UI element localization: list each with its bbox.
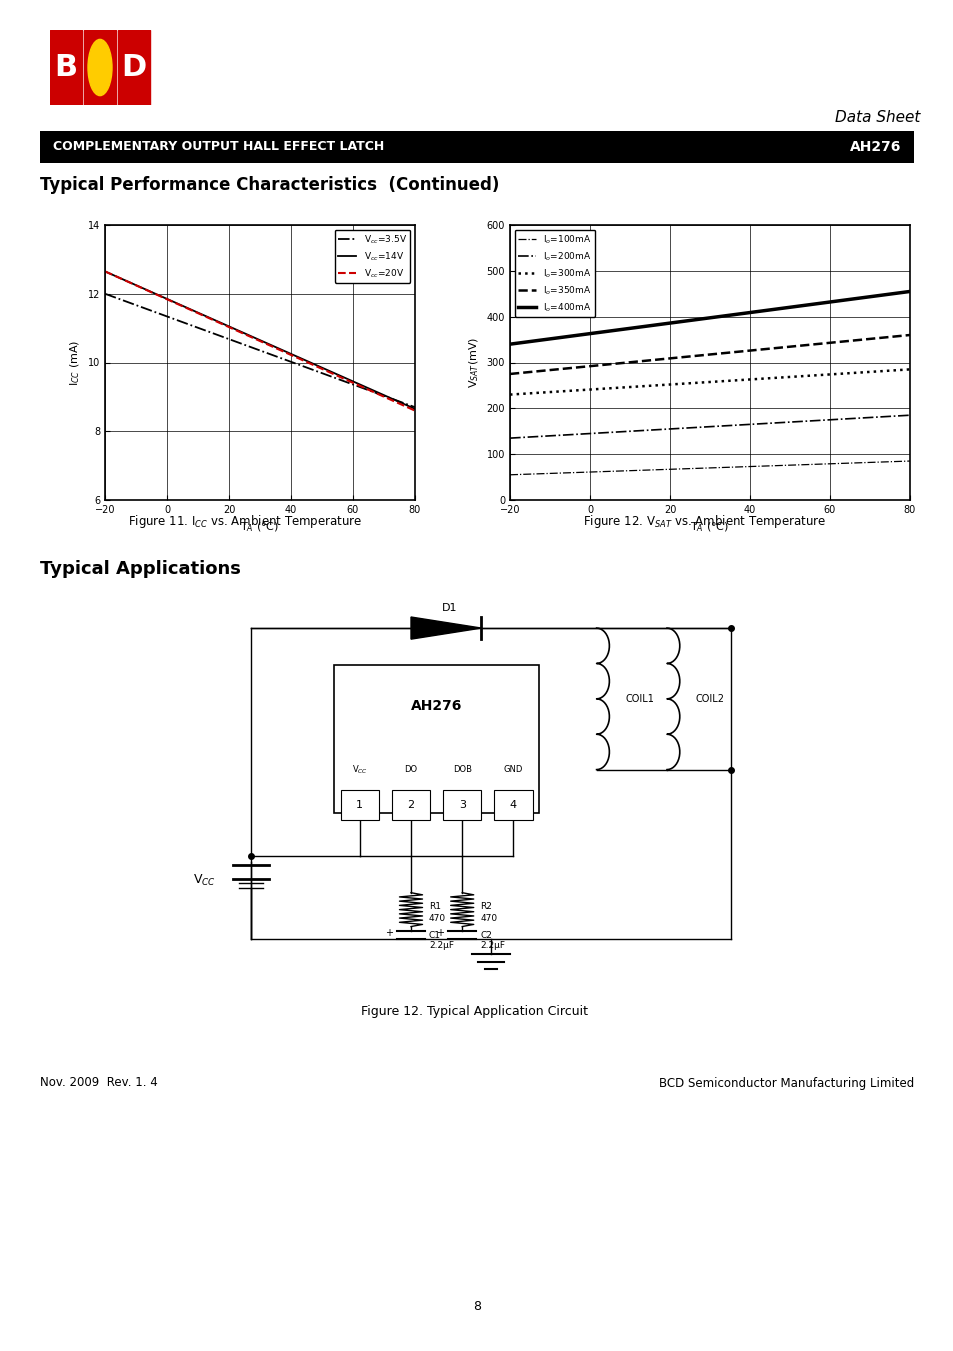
Text: D1: D1 bbox=[441, 603, 456, 613]
Text: Nov. 2009  Rev. 1. 4: Nov. 2009 Rev. 1. 4 bbox=[40, 1077, 157, 1089]
X-axis label: T$_A$ (°C): T$_A$ (°C) bbox=[240, 520, 279, 534]
Text: +: + bbox=[436, 928, 444, 938]
Bar bbox=[50, 30, 82, 105]
Text: Figure 12. V$_{SAT}$ vs. Ambient Temperature: Figure 12. V$_{SAT}$ vs. Ambient Tempera… bbox=[583, 512, 825, 530]
Text: AH276: AH276 bbox=[411, 700, 462, 713]
Text: +: + bbox=[385, 928, 393, 938]
FancyBboxPatch shape bbox=[442, 790, 481, 820]
Y-axis label: I$_{CC}$ (mA): I$_{CC}$ (mA) bbox=[69, 339, 82, 385]
Bar bbox=[84, 30, 116, 105]
Text: 3: 3 bbox=[458, 800, 465, 809]
Ellipse shape bbox=[88, 39, 112, 96]
Text: 2.2μF: 2.2μF bbox=[429, 940, 454, 950]
Text: DOB: DOB bbox=[453, 765, 471, 774]
Legend: V$_{cc}$=3.5V, V$_{cc}$=14V, V$_{cc}$=20V: V$_{cc}$=3.5V, V$_{cc}$=14V, V$_{cc}$=20… bbox=[335, 230, 410, 284]
FancyBboxPatch shape bbox=[340, 790, 378, 820]
Text: 2.2μF: 2.2μF bbox=[479, 940, 504, 950]
Text: D: D bbox=[121, 53, 147, 82]
Text: Typical Performance Characteristics  (Continued): Typical Performance Characteristics (Con… bbox=[40, 177, 498, 195]
Text: 470: 470 bbox=[479, 915, 497, 923]
Text: 1: 1 bbox=[355, 800, 363, 809]
Text: 470: 470 bbox=[429, 915, 446, 923]
Text: R1: R1 bbox=[429, 902, 440, 911]
Text: COMPLEMENTARY OUTPUT HALL EFFECT LATCH: COMPLEMENTARY OUTPUT HALL EFFECT LATCH bbox=[53, 141, 384, 154]
FancyBboxPatch shape bbox=[494, 790, 532, 820]
Text: BCD Semiconductor Manufacturing Limited: BCD Semiconductor Manufacturing Limited bbox=[659, 1077, 913, 1089]
Text: V$_{CC}$: V$_{CC}$ bbox=[352, 763, 368, 775]
Text: B: B bbox=[54, 53, 77, 82]
Text: Typical Applications: Typical Applications bbox=[40, 561, 240, 578]
X-axis label: T$_A$ (°C): T$_A$ (°C) bbox=[690, 520, 729, 534]
Text: GND: GND bbox=[503, 765, 522, 774]
Text: DO: DO bbox=[404, 765, 417, 774]
Text: 8: 8 bbox=[473, 1300, 480, 1313]
Text: AH276: AH276 bbox=[848, 141, 900, 154]
Polygon shape bbox=[411, 617, 481, 639]
Text: Data Sheet: Data Sheet bbox=[834, 109, 919, 126]
Text: 4: 4 bbox=[509, 800, 517, 809]
Bar bbox=[118, 30, 150, 105]
Text: C2: C2 bbox=[479, 931, 492, 940]
Text: R2: R2 bbox=[479, 902, 492, 911]
Text: V$_{CC}$: V$_{CC}$ bbox=[193, 873, 215, 888]
FancyBboxPatch shape bbox=[392, 790, 430, 820]
Y-axis label: V$_{SAT}$(mV): V$_{SAT}$(mV) bbox=[467, 336, 480, 388]
Bar bbox=[334, 665, 538, 813]
Text: COIL1: COIL1 bbox=[625, 694, 654, 704]
Text: C1: C1 bbox=[429, 931, 440, 940]
Text: Figure 12. Typical Application Circuit: Figure 12. Typical Application Circuit bbox=[361, 1005, 588, 1017]
Legend: I$_o$=100mA, I$_o$=200mA, I$_o$=300mA, I$_o$=350mA, I$_o$=400mA: I$_o$=100mA, I$_o$=200mA, I$_o$=300mA, I… bbox=[514, 230, 595, 317]
Text: 2: 2 bbox=[407, 800, 415, 809]
Text: COIL2: COIL2 bbox=[695, 694, 724, 704]
Text: Figure 11. I$_{CC}$ vs. Ambient Temperature: Figure 11. I$_{CC}$ vs. Ambient Temperat… bbox=[128, 512, 362, 530]
